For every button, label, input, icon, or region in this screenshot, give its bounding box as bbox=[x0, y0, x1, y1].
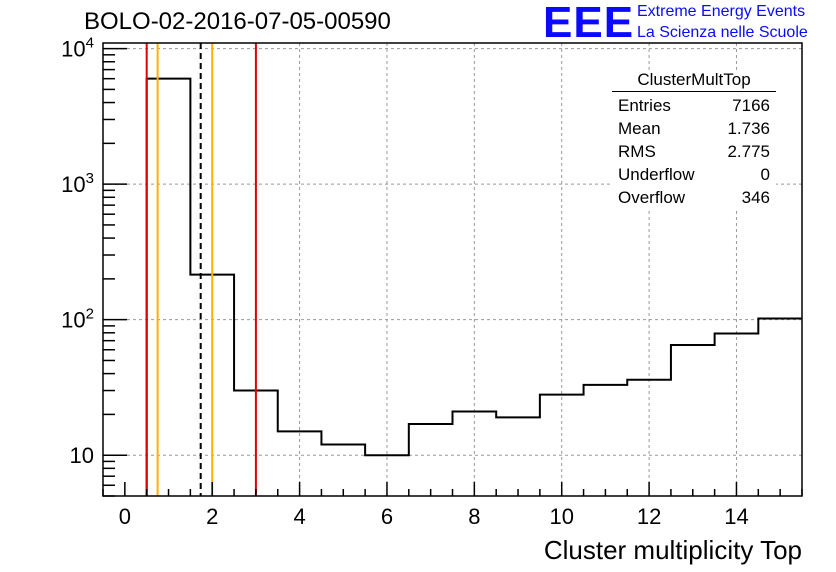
histogram-series bbox=[145, 77, 802, 496]
stats-row-underflow: Underflow 0 bbox=[612, 163, 776, 186]
x-tick-label: 14 bbox=[724, 504, 748, 529]
stats-title: ClusterMultTop bbox=[612, 70, 776, 92]
stats-label: Entries bbox=[618, 96, 671, 115]
histogram-bin bbox=[147, 79, 191, 496]
x-tick-label: 8 bbox=[468, 504, 480, 529]
x-axis: 0 2 4 6 8 10 12 14 bbox=[102, 482, 803, 529]
stats-value: 7166 bbox=[732, 96, 770, 115]
histogram-bin bbox=[627, 380, 671, 496]
stats-label: Underflow bbox=[618, 165, 695, 184]
x-tick-label: 2 bbox=[206, 504, 218, 529]
marker-lines bbox=[145, 43, 257, 496]
x-tick-label: 4 bbox=[293, 504, 305, 529]
y-tick-label: 10 bbox=[70, 443, 94, 468]
stats-label: RMS bbox=[618, 142, 656, 161]
stats-box: ClusterMultTop Entries 7166 Mean 1.736 R… bbox=[612, 70, 776, 209]
chart-title: BOLO-02-2016-07-05-00590 bbox=[84, 8, 391, 35]
y-tick-label: 104 bbox=[61, 35, 94, 62]
x-tick-label: 12 bbox=[637, 504, 661, 529]
histogram-outline bbox=[145, 77, 802, 496]
y-tick-label: 102 bbox=[61, 306, 94, 333]
histogram-bin bbox=[758, 319, 802, 496]
x-axis-label: Cluster multiplicity Top bbox=[543, 535, 802, 565]
logo-line-2: La Scienza nelle Scuole bbox=[637, 24, 808, 41]
histogram-bin bbox=[715, 334, 759, 496]
x-tick-label: 0 bbox=[119, 504, 131, 529]
y-axis: 10 102 103 104 bbox=[61, 35, 127, 497]
stats-row-overflow: Overflow 346 bbox=[612, 186, 776, 209]
stats-value: 1.736 bbox=[727, 119, 770, 138]
histogram-bin bbox=[540, 395, 584, 496]
histogram-bin bbox=[321, 444, 365, 496]
grid-lines bbox=[103, 43, 802, 496]
stats-row-rms: RMS 2.775 bbox=[612, 140, 776, 163]
stats-value: 346 bbox=[741, 188, 770, 207]
histogram-bin bbox=[409, 424, 453, 496]
x-tick-label: 10 bbox=[549, 504, 573, 529]
histogram-bin bbox=[671, 345, 715, 496]
stats-row-entries: Entries 7166 bbox=[612, 94, 776, 117]
x-tick-label: 6 bbox=[381, 504, 393, 529]
y-tick-label: 103 bbox=[61, 170, 94, 197]
histogram-bin bbox=[584, 385, 628, 496]
stats-row-mean: Mean 1.736 bbox=[612, 117, 776, 140]
histogram-bin bbox=[496, 417, 540, 496]
stats-label: Mean bbox=[618, 119, 661, 138]
stats-label: Overflow bbox=[618, 188, 686, 207]
stats-value: 0 bbox=[760, 165, 770, 184]
logo-line-1: Extreme Energy Events bbox=[637, 3, 806, 20]
stats-value: 2.775 bbox=[727, 142, 770, 161]
eee-logo: EEE bbox=[543, 0, 635, 47]
